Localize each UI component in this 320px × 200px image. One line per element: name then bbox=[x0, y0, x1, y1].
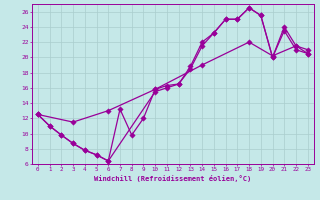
X-axis label: Windchill (Refroidissement éolien,°C): Windchill (Refroidissement éolien,°C) bbox=[94, 175, 252, 182]
